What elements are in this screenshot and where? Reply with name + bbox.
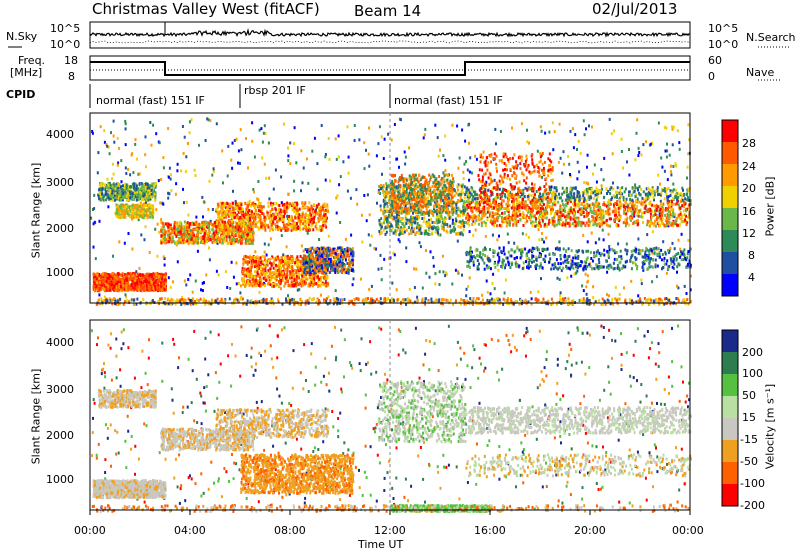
vel-cbar-tick-1: 100 — [742, 367, 763, 380]
power-colorbar-swatch-2 — [722, 164, 738, 187]
velocity-colorbar-swatch-7 — [722, 484, 738, 507]
velocity-colorbar-swatch-2 — [722, 374, 738, 397]
nsky-tick-high: 10^5 — [50, 22, 81, 35]
vel-cbar-tick-6: -100 — [740, 477, 765, 490]
xtick-6: 00:00 — [672, 524, 704, 537]
xtick-5: 20:00 — [574, 524, 606, 537]
power-cbar-tick-4: 12 — [742, 227, 756, 240]
vel-colorbar-label: Velocity [m s⁻¹] — [763, 383, 777, 470]
nsearch-label: N.Search — [746, 31, 796, 44]
vel-ytick-1000: 1000 — [46, 473, 74, 486]
nave-tick-high: 60 — [708, 54, 722, 67]
velocity-colorbar-swatch-1 — [722, 352, 738, 375]
power-colorbar-swatch-5 — [722, 230, 738, 253]
power-colorbar-frame — [721, 119, 739, 297]
power-cbar-tick-0: 28 — [742, 137, 756, 150]
nsearch-tick-high: 10^5 — [708, 22, 739, 35]
power-cbar-tick-2: 20 — [742, 182, 756, 195]
velocity-colorbar-swatch-4 — [722, 418, 738, 441]
xtick-1: 04:00 — [174, 524, 206, 537]
nsky-trace — [89, 27, 691, 38]
power-cbar-tick-3: 16 — [742, 205, 756, 218]
vel-cbar-tick-3: 15 — [742, 411, 756, 424]
xtick-4: 16:00 — [474, 524, 506, 537]
vel-ytick-2000: 2000 — [46, 429, 74, 442]
velocity-colorbar-swatch-0 — [722, 330, 738, 353]
power-colorbar-swatch-7 — [722, 274, 738, 297]
chart-title: Christmas Valley West (fitACF) — [92, 0, 320, 18]
nsky-label: N.Sky — [6, 30, 38, 43]
vel-ytick-3000: 3000 — [46, 383, 74, 396]
power-cbar-tick-5: 8 — [748, 249, 755, 262]
cpid-label: CPID — [6, 88, 36, 101]
power-colorbar-swatch-3 — [722, 186, 738, 209]
power-colorbar-label: Power [dB] — [763, 176, 777, 237]
nsky-panel-frame — [89, 21, 691, 49]
freq-trace — [90, 61, 690, 76]
power-ytick-1000: 1000 — [46, 266, 74, 279]
velocity-colorbar-swatch-3 — [722, 396, 738, 419]
freq-panel-frame — [89, 55, 691, 81]
x-axis-label: Time UT — [358, 538, 404, 551]
power-ylabel: Slant Range [km] — [29, 162, 43, 259]
vel-ylabel: Slant Range [km] — [29, 368, 43, 465]
freq-tick-low: 8 — [68, 70, 75, 83]
vel-ytick-4000: 4000 — [46, 336, 74, 349]
xtick-0: 00:00 — [74, 524, 106, 537]
vel-cbar-tick-5: -50 — [740, 455, 758, 468]
velocity-scatter — [90, 324, 692, 513]
freq-label-line2: [MHz] — [10, 66, 43, 79]
nsky-tick-low: 10^0 — [50, 38, 81, 51]
power-ytick-4000: 4000 — [46, 128, 74, 141]
velocity-colorbar-swatch-5 — [722, 440, 738, 463]
power-colorbar-swatch-0 — [722, 120, 738, 143]
power-cbar-tick-1: 24 — [742, 160, 756, 173]
date-label: 02/Jul/2013 — [592, 0, 678, 18]
freq-tick-high: 18 — [64, 54, 78, 67]
xtick-2: 08:00 — [274, 524, 306, 537]
vel-cbar-tick-0: 200 — [742, 346, 763, 359]
velocity-colorbar-frame — [721, 329, 739, 507]
power-colorbar-swatch-6 — [722, 252, 738, 275]
xtick-3: 12:00 — [374, 524, 406, 537]
vel-cbar-tick-7: -200 — [740, 499, 765, 512]
cpid-segment-1: normal (fast) 151 IF — [96, 94, 205, 107]
power-ytick-2000: 2000 — [46, 222, 74, 235]
velocity-colorbar-swatch-6 — [722, 462, 738, 485]
freq-label-line1: Freq. — [18, 54, 46, 67]
cpid-segment-2: rbsp 201 IF — [244, 84, 306, 97]
nave-tick-low: 0 — [708, 70, 715, 83]
nsearch-tick-low: 10^0 — [708, 38, 739, 51]
power-cbar-tick-6: 4 — [748, 271, 755, 284]
power-colorbar-swatch-4 — [722, 208, 738, 231]
nave-label: Nave — [746, 66, 775, 79]
cpid-segment-3: normal (fast) 151 IF — [394, 94, 503, 107]
power-colorbar-swatch-1 — [722, 142, 738, 165]
nsearch-trace — [89, 40, 691, 44]
power-ytick-3000: 3000 — [46, 176, 74, 189]
beam-label: Beam 14 — [354, 2, 422, 20]
vel-cbar-tick-2: 50 — [742, 389, 756, 402]
vel-cbar-tick-4: -15 — [740, 433, 758, 446]
